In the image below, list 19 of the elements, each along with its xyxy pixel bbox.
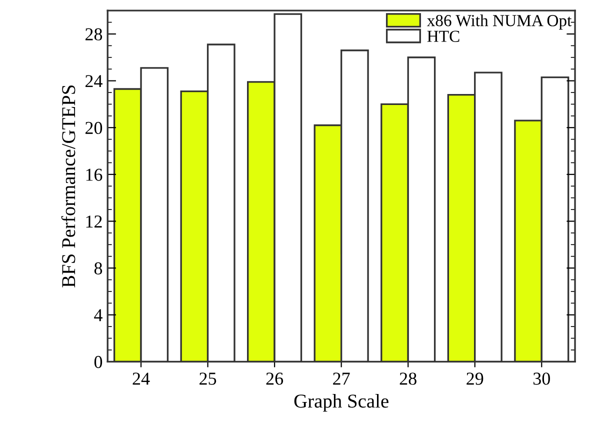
x-axis-title: Graph Scale [294,394,388,412]
y-axis-title: BFS Performance/GTEPS [61,86,76,288]
x-tick-label: 27 [333,372,350,385]
y-tick-label: 24 [86,75,102,88]
y-tick-label: 12 [86,216,102,228]
x-tick-label: 28 [400,372,416,385]
x-tick-label: 24 [132,372,150,385]
y-tick-label: 20 [86,122,102,134]
y-tick-label: 16 [86,168,102,181]
legend-label: HTC [427,30,460,42]
x-tick-label: 30 [533,372,550,385]
y-tick-label: 0 [94,356,102,368]
x-tick-label: 25 [200,372,216,385]
y-tick-label: 8 [94,262,102,274]
legend-label: x86 With NUMA Opt [426,14,572,30]
x-tick-label: 29 [466,372,484,385]
y-tick-label: 28 [86,28,102,40]
y-tick-label: 4 [94,309,102,322]
x-tick-label: 26 [266,372,284,385]
